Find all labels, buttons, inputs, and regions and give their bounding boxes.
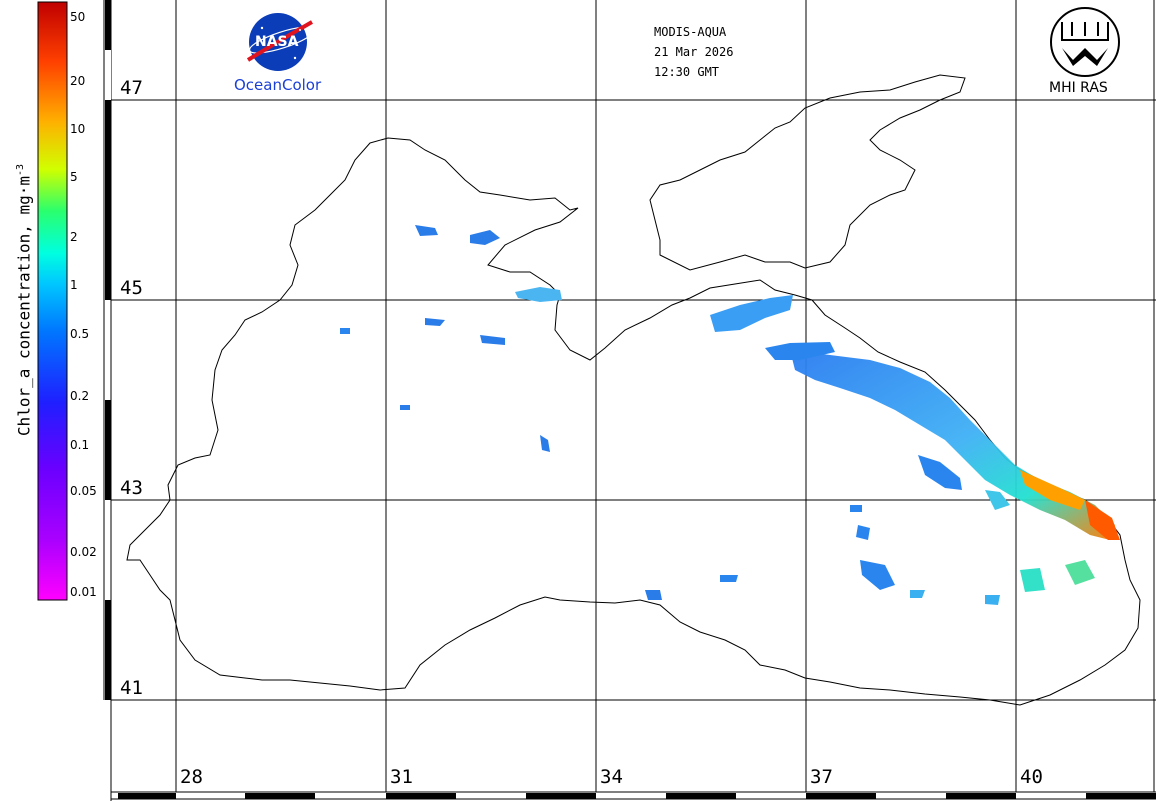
- colorbar-tick-label: 0.02: [70, 545, 97, 559]
- black-sea-coastline: [126, 137, 1141, 706]
- azov-sea-coastline: [649, 74, 966, 271]
- longitude-frame: [111, 791, 1156, 800]
- latitude-label: 41: [120, 677, 143, 699]
- longitude-label: 28: [180, 766, 203, 788]
- longitude-label: 40: [1020, 766, 1043, 788]
- mhi-ras-label: MHI RAS: [1049, 80, 1108, 96]
- nasa-logo-text: NASA: [255, 34, 299, 50]
- mhi-ras-logo: [1050, 7, 1120, 77]
- colorbar-tick-label: 0.05: [70, 484, 97, 498]
- acquisition-date: 21 Mar 2026: [654, 45, 734, 59]
- colorbar-title: Chlor_a concentration, mg·m-3: [14, 163, 34, 437]
- satellite-name: MODIS-AQUA: [654, 25, 727, 39]
- longitude-label: 34: [600, 766, 623, 788]
- colorbar: [37, 1, 68, 601]
- colorbar-tick-label: 20: [70, 74, 86, 88]
- colorbar-tick-label: 0.01: [70, 585, 97, 599]
- colorbar-tick-label: 1: [70, 278, 78, 292]
- colorbar-tick-label: 5: [70, 170, 78, 184]
- colorbar-tick-label: 0.2: [70, 389, 90, 403]
- colorbar-tick-label: 50: [70, 10, 86, 24]
- oceancolor-label: OceanColor: [234, 76, 322, 94]
- nasa-logo: [246, 13, 316, 71]
- colorbar-tick-label: 0.1: [70, 438, 90, 452]
- longitude-label: 37: [810, 766, 833, 788]
- chlorophyll-patches: [340, 225, 1120, 605]
- latitude-label: 47: [120, 77, 143, 99]
- colorbar-tick-label: 0.5: [70, 327, 90, 341]
- graticule: [111, 0, 1156, 792]
- acquisition-time: 12:30 GMT: [654, 65, 720, 79]
- latitude-label: 43: [120, 477, 143, 499]
- longitude-label: 31: [390, 766, 413, 788]
- latitude-frame: [103, 0, 112, 801]
- colorbar-tick-label: 2: [70, 230, 78, 244]
- latitude-label: 45: [120, 277, 143, 299]
- colorbar-tick-label: 10: [70, 122, 86, 136]
